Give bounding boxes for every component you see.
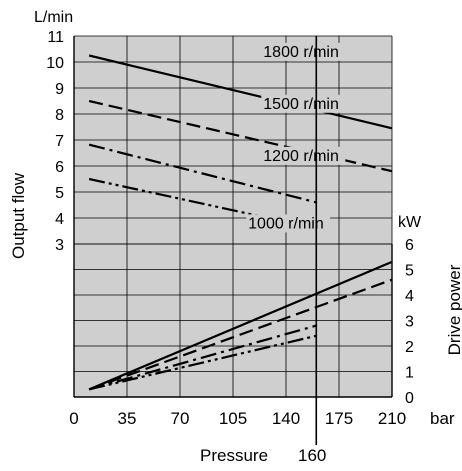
flow-label-bg xyxy=(261,42,346,61)
flow-label-bg xyxy=(261,146,346,165)
right-tick-label: 3 xyxy=(405,314,414,331)
flow-label-bg xyxy=(261,94,346,113)
flow-line-1200 xyxy=(88,143,317,204)
power-line-1500 xyxy=(88,278,393,391)
x-tick-label: 175 xyxy=(325,409,353,428)
right-axis-label: Drive power xyxy=(445,264,462,355)
x-tick-label: 140 xyxy=(272,409,300,428)
flow-line-1800 xyxy=(88,54,393,130)
left-tick-label: 10 xyxy=(46,55,64,72)
right-tick-label: 5 xyxy=(405,263,414,280)
right-tick-label: 2 xyxy=(405,339,414,356)
right-tick-label: 0 xyxy=(405,390,414,407)
left-tick-label: 11 xyxy=(47,29,64,46)
x-tick-label: 0 xyxy=(69,409,78,428)
flow-label-1000: 1000 r/min xyxy=(248,215,324,232)
left-tick-label: 5 xyxy=(55,185,64,202)
x-axis-unit: bar xyxy=(430,409,455,428)
right-tick-label: 6 xyxy=(405,237,414,254)
flow-line-1500 xyxy=(88,99,393,173)
power-line-1200 xyxy=(88,324,317,391)
right-axis-unit: kW xyxy=(398,214,422,231)
left-tick-label: 3 xyxy=(55,237,64,254)
flow-label-1200: 1200 r/min xyxy=(263,148,339,165)
power-line-1800 xyxy=(88,260,393,391)
left-tick-label: 8 xyxy=(55,107,64,124)
left-tick-label: 9 xyxy=(55,81,64,98)
labels: L/min kW bar Pressure 160 Output flow Dr… xyxy=(9,9,462,465)
flow-label-1500: 1500 r/min xyxy=(263,96,339,113)
flow-line-1000 xyxy=(88,177,317,230)
x-axis-label: Pressure xyxy=(200,446,268,465)
x-tick-label: 210 xyxy=(378,409,406,428)
left-tick-label: 6 xyxy=(55,159,64,176)
x-tick-label: 105 xyxy=(219,409,247,428)
axes: 3 4 5 6 7 8 9 10 11 0 1 2 3 4 5 6 0 35 70 105 140 175 210 xyxy=(46,29,414,445)
right-tick-label: 1 xyxy=(405,365,414,382)
flow-label-bg xyxy=(246,214,331,233)
x-tick-label: 35 xyxy=(118,409,137,428)
left-tick-label: 4 xyxy=(55,211,64,228)
x-tick-label: 70 xyxy=(171,409,190,428)
left-axis-unit: L/min xyxy=(34,9,73,26)
marker-label: 160 xyxy=(298,446,326,465)
left-tick-label: 7 xyxy=(55,133,64,150)
flow-label-1800: 1800 r/min xyxy=(263,44,339,61)
left-axis-label: Output flow xyxy=(9,172,28,259)
power-line-1000 xyxy=(88,334,317,391)
series-group: 1800 r/min 1500 r/min 1200 r/min 1000 r/min xyxy=(88,42,393,391)
right-tick-label: 4 xyxy=(405,288,414,305)
